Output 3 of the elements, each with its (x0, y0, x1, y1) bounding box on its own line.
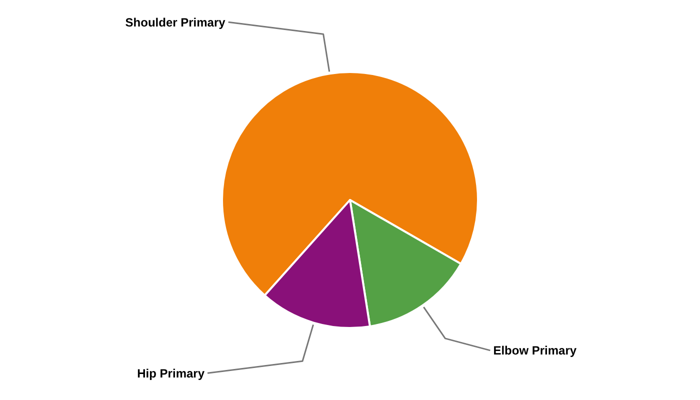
slice-label: Shoulder Primary (125, 15, 226, 30)
slice-label: Hip Primary (137, 366, 205, 380)
slice-label: Elbow Primary (493, 344, 577, 358)
